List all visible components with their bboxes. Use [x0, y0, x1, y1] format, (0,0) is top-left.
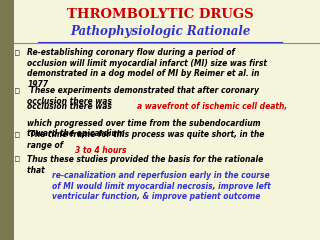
Text: 3 to 4 hours: 3 to 4 hours: [75, 146, 126, 155]
Text: □: □: [15, 155, 20, 164]
Text: □: □: [15, 130, 20, 139]
Text: These experiments demonstrated that after coronary
occlusion there was: These experiments demonstrated that afte…: [27, 86, 259, 106]
Text: which progressed over time from the subendocardium
toward the epicardium: which progressed over time from the sube…: [27, 119, 261, 138]
Text: Thus these studies provided the basis for the rationale
that: Thus these studies provided the basis fo…: [27, 155, 263, 174]
Text: a wavefront of ischemic cell death,: a wavefront of ischemic cell death,: [137, 102, 287, 112]
Text: □: □: [15, 86, 20, 96]
Text: □: □: [15, 48, 20, 57]
Text: re-canalization and reperfusion early in the course
of MI would limit myocardial: re-canalization and reperfusion early in…: [52, 171, 271, 201]
Text: THROMBOLYTIC DRUGS: THROMBOLYTIC DRUGS: [67, 8, 253, 21]
Text: Re-establishing coronary flow during a period of
occlusion will limit myocardial: Re-establishing coronary flow during a p…: [27, 48, 267, 89]
Bar: [0, 0, 14, 240]
Text: Pathophysiologic Rationale: Pathophysiologic Rationale: [70, 25, 250, 38]
Text: The time frame for this process was quite short, in the
range of: The time frame for this process was quit…: [27, 130, 265, 150]
Text: occlusion there was: occlusion there was: [27, 102, 115, 112]
